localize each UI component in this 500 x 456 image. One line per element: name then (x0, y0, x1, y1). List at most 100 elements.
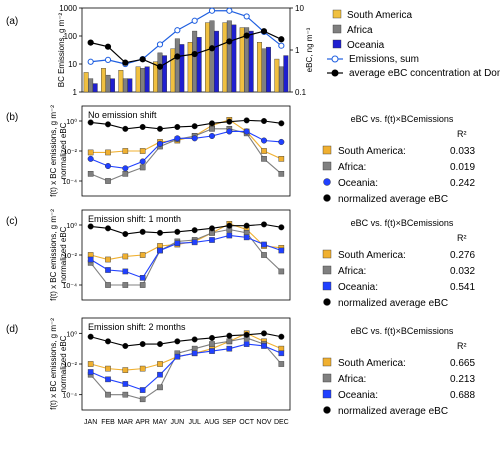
panel-label: (d) (6, 324, 18, 335)
y-axis-label: normalized eBC (59, 226, 68, 283)
line-marker (209, 237, 215, 243)
line-marker (226, 128, 233, 135)
line-marker (87, 256, 94, 263)
line-marker (260, 28, 268, 35)
right-y-tick-label: 1 (295, 46, 300, 55)
line-marker (156, 41, 164, 48)
line-marker (261, 241, 267, 248)
legend-r2-value: 0.019 (450, 162, 475, 173)
legend-title: eBC vs. f(t)×BCemissions (351, 218, 454, 228)
bar (226, 20, 232, 93)
legend-label: Africa (347, 25, 373, 36)
line-marker (105, 282, 111, 288)
legend-r2-value: 0.688 (450, 390, 475, 401)
bar (110, 78, 115, 93)
series-line (90, 343, 282, 391)
line-marker (261, 117, 268, 124)
legend-r2-value: 0.213 (450, 374, 475, 385)
legend-r2-value: 0.033 (450, 146, 475, 157)
legend-label: Oceania: (338, 390, 378, 401)
legend-swatch (332, 24, 342, 34)
legend-swatch (322, 145, 332, 155)
line-marker (139, 164, 146, 171)
x-tick-label: DEC (274, 419, 289, 426)
line-marker (156, 341, 163, 348)
line-marker (243, 331, 250, 338)
line-marker (105, 178, 111, 184)
legend-swatch (322, 281, 332, 291)
line-marker (87, 369, 94, 375)
bar (101, 68, 106, 93)
line-marker (122, 282, 129, 288)
legend-label: Africa: (338, 266, 366, 277)
line-marker (122, 148, 129, 154)
panel-annotation: No emission shift (88, 110, 157, 120)
line-marker (226, 38, 233, 45)
line-marker (208, 225, 215, 232)
bar (157, 52, 163, 93)
line-marker (157, 371, 163, 378)
bar (209, 20, 215, 93)
y-tick-label: 100 (64, 32, 78, 41)
line-marker (174, 27, 181, 34)
x-tick-label: JAN (84, 419, 97, 426)
series-line (90, 130, 282, 169)
series-line (90, 119, 282, 130)
line-marker (261, 221, 268, 228)
line-marker (243, 13, 250, 20)
legend-marker (323, 178, 331, 186)
line-marker (261, 137, 268, 144)
legend-r2-header: R² (457, 341, 467, 351)
panel-annotation: Emission shift: 2 months (88, 322, 186, 332)
x-tick-label: NOV (256, 419, 272, 426)
line-marker (278, 247, 285, 254)
bar (122, 78, 128, 93)
legend-label: South America: (338, 358, 406, 369)
x-tick-label: OCT (239, 419, 255, 426)
series-line (90, 223, 282, 235)
bar (205, 22, 210, 93)
line-marker (105, 391, 111, 398)
y-tick-label: 1 (73, 88, 78, 97)
line-marker (87, 155, 94, 162)
line-marker (278, 120, 285, 127)
line-marker (226, 338, 233, 345)
line-marker (139, 341, 146, 348)
legend-label: normalized average eBC (338, 406, 448, 417)
line-marker (139, 275, 146, 281)
y-axis-label: f(t) x BC emissions, g m⁻² (49, 318, 58, 410)
y-axis-label: normalized eBC (59, 335, 68, 392)
legend-label: Africa: (338, 162, 366, 173)
right-y-tick-label: 0.1 (295, 88, 307, 97)
line-marker (104, 56, 112, 64)
line-marker (139, 365, 146, 372)
series-line (90, 128, 282, 182)
panel-label: (c) (6, 216, 18, 227)
line-marker (104, 338, 111, 345)
legend-marker (323, 194, 331, 202)
line-marker (243, 128, 250, 135)
line-marker (209, 341, 215, 347)
panel-annotation: Emission shift: 1 month (88, 214, 181, 224)
y-tick-label: 10⁰ (66, 222, 77, 230)
y-tick-label: 10⁰ (66, 118, 77, 126)
line-marker (226, 232, 233, 239)
y-axis-label: BC Emissions, g m⁻² (57, 12, 66, 87)
line-marker (87, 333, 94, 340)
line-marker (226, 7, 233, 14)
line-marker (104, 43, 112, 50)
line-marker (174, 338, 181, 345)
line-marker (278, 156, 285, 162)
line-marker (278, 350, 285, 357)
legend-title: eBC vs. f(t)×BCemissions (351, 114, 454, 124)
line-marker (156, 125, 163, 132)
line-marker (278, 224, 285, 231)
bar (187, 42, 193, 93)
panel-label: (b) (6, 112, 18, 123)
series-line (90, 228, 282, 286)
line-marker (243, 117, 250, 124)
legend-swatch (322, 249, 332, 259)
bar (135, 66, 141, 93)
legend-r2-value: 0.242 (450, 178, 475, 189)
line-marker (104, 162, 111, 169)
